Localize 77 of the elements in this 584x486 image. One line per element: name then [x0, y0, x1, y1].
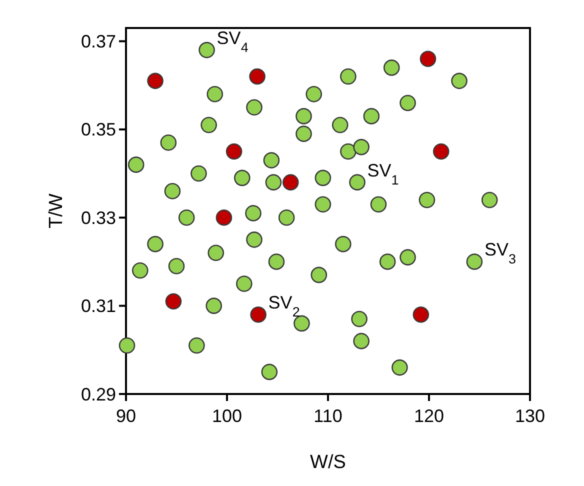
- point: [188, 337, 205, 354]
- point: [190, 165, 207, 182]
- point: [294, 315, 310, 332]
- point: [420, 50, 436, 68]
- point: [261, 364, 278, 380]
- point: [118, 337, 136, 354]
- x-tick-label: 110: [314, 406, 342, 426]
- point: [128, 156, 144, 173]
- point: [200, 116, 217, 134]
- point: [296, 126, 312, 142]
- point: [250, 306, 266, 323]
- point: [168, 258, 185, 274]
- point: [236, 276, 252, 292]
- y-tick-label: 0.37: [80, 32, 116, 52]
- point: [296, 108, 312, 124]
- y-tick-label: 0.35: [80, 120, 116, 140]
- point: [249, 68, 266, 85]
- annotation: SV$_{4}$: [216, 28, 249, 55]
- point: [246, 232, 262, 248]
- x-tick-label: 90: [116, 406, 136, 426]
- y-tick-label: 0.33: [80, 208, 116, 228]
- point: [363, 108, 380, 124]
- point: [349, 174, 366, 190]
- x-tick-label: 130: [514, 406, 546, 426]
- point: [263, 152, 280, 168]
- point: [206, 298, 222, 314]
- point: [351, 310, 368, 328]
- point: [160, 134, 177, 151]
- x-axis-title: W/S: [310, 452, 346, 473]
- point: [353, 138, 370, 156]
- point: [383, 60, 400, 76]
- point: [340, 68, 356, 85]
- point: [432, 143, 450, 160]
- point: [412, 306, 430, 323]
- point: [306, 86, 322, 102]
- point: [314, 196, 332, 213]
- point: [335, 236, 352, 252]
- point: [216, 209, 232, 226]
- point: [282, 174, 299, 190]
- point: [400, 94, 416, 112]
- point: [132, 262, 148, 279]
- point: [310, 266, 328, 284]
- point: [206, 86, 224, 102]
- x-tick-label: 100: [212, 406, 242, 426]
- point: [147, 236, 164, 252]
- y-tick-label: 0.29: [80, 384, 116, 404]
- point: [165, 293, 182, 310]
- point: [246, 99, 262, 116]
- point: [164, 183, 181, 200]
- point: [245, 205, 262, 222]
- y-tick-label: 0.31: [80, 296, 116, 316]
- point: [400, 249, 416, 266]
- point: [268, 254, 285, 270]
- point: [370, 196, 387, 213]
- point: [198, 42, 215, 58]
- point: [147, 72, 164, 90]
- annotation: SV$_{3}$: [484, 240, 516, 266]
- x-tick-label: 120: [414, 406, 444, 426]
- point: [392, 359, 408, 376]
- point: [379, 254, 396, 270]
- point: [332, 116, 348, 134]
- point: [451, 72, 468, 90]
- point: [226, 143, 242, 160]
- point: [178, 209, 195, 226]
- annotation: SV$_{2}$: [268, 292, 300, 320]
- point: [418, 192, 436, 208]
- point: [340, 143, 356, 160]
- point: [208, 244, 224, 262]
- point: [234, 170, 250, 186]
- point: [353, 332, 370, 350]
- point: [278, 209, 295, 226]
- y-axis-title: T/W: [46, 194, 67, 228]
- point: [265, 174, 282, 190]
- point: [481, 192, 498, 208]
- point: [466, 254, 483, 270]
- point: [314, 170, 332, 186]
- annotation: SV$_{1}$: [367, 160, 399, 187]
